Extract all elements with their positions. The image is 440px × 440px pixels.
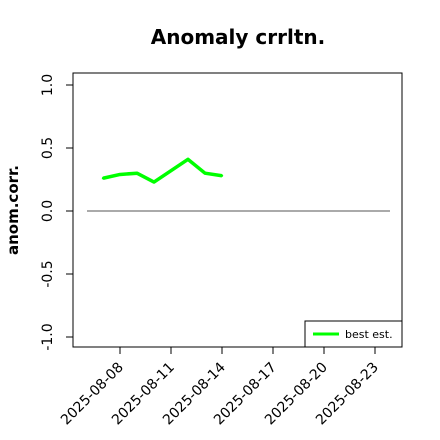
legend: best est.	[304, 320, 403, 348]
y-tick-label: 0.5	[40, 137, 56, 159]
y-axis-label: anom.corr.	[4, 165, 22, 255]
series-line-best-est	[102, 157, 223, 184]
chart-title: Anomaly crrltn.	[151, 25, 325, 49]
data-point	[118, 173, 122, 176]
y-tick-label: 0.0	[40, 200, 56, 222]
data-point	[169, 169, 173, 172]
data-point	[101, 177, 105, 180]
y-tick-label: -1.0	[40, 323, 56, 350]
data-point	[135, 172, 139, 175]
y-tick-label: -0.5	[40, 260, 56, 287]
legend-label-best-est: best est.	[345, 328, 393, 341]
data-point	[220, 174, 224, 177]
y-tick-label: 1.0	[40, 74, 56, 96]
data-point	[186, 158, 190, 161]
data-point	[152, 180, 156, 184]
plot-area: -1.0-0.50.00.51.02025-08-082025-08-11202…	[40, 72, 403, 428]
data-point	[203, 172, 207, 175]
plot-frame	[72, 72, 403, 348]
